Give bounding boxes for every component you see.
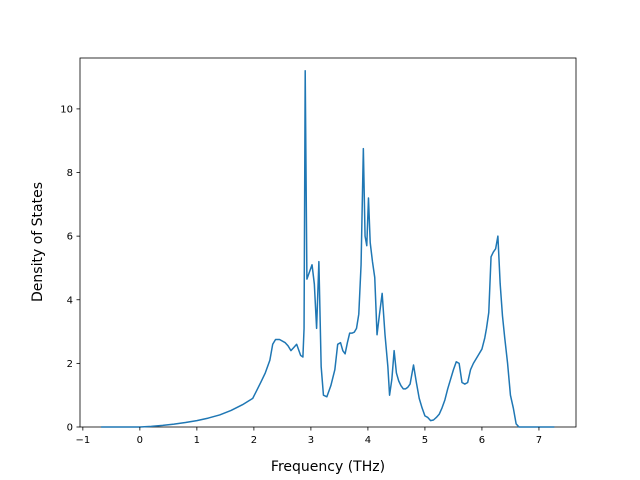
y-tick-label: 6 bbox=[67, 232, 73, 243]
y-tick-label: 8 bbox=[67, 168, 73, 179]
x-axis-label: Frequency (THz) bbox=[271, 459, 385, 475]
y-tick-label: 0 bbox=[67, 423, 73, 434]
y-axis-ticks: 0 2 4 6 8 10 bbox=[60, 104, 80, 434]
x-tick-label: 7 bbox=[536, 435, 542, 446]
y-tick-label: 4 bbox=[67, 295, 73, 306]
x-tick-label: 6 bbox=[479, 435, 485, 446]
y-axis-label: Density of States bbox=[30, 182, 46, 302]
plot-area bbox=[79, 57, 577, 428]
x-tick-label: 5 bbox=[422, 435, 428, 446]
series-layer bbox=[101, 69, 555, 428]
x-tick-label: 1 bbox=[194, 435, 200, 446]
x-tick-label: 4 bbox=[365, 435, 371, 446]
x-tick-label: 2 bbox=[251, 435, 257, 446]
x-axis-ticks: −1 0 1 2 3 4 5 6 7 bbox=[75, 427, 542, 446]
y-tick-label: 2 bbox=[67, 359, 73, 370]
plot-frame bbox=[79, 57, 577, 428]
x-tick-label: 3 bbox=[308, 435, 314, 446]
x-tick-label: 0 bbox=[137, 435, 143, 446]
series-line-0 bbox=[101, 69, 555, 428]
y-tick-label: 10 bbox=[60, 104, 73, 115]
x-tick-label: −1 bbox=[75, 435, 90, 446]
